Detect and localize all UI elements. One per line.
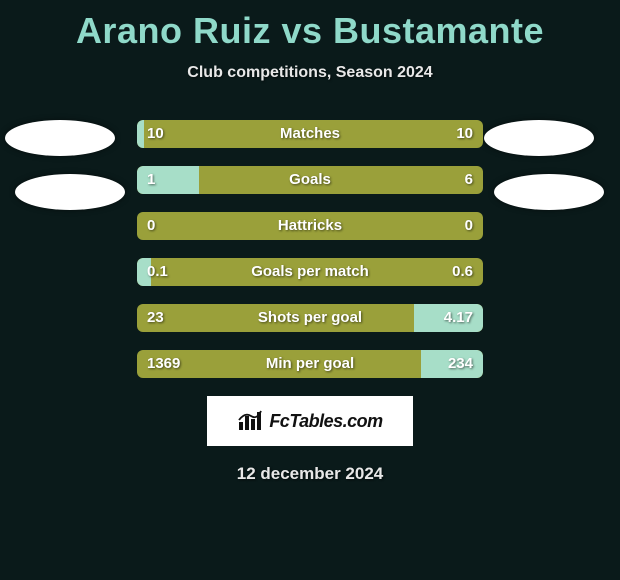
subtitle: Club competitions, Season 2024: [0, 64, 620, 82]
stat-row-hattricks: 0 Hattricks 0: [137, 212, 483, 240]
stat-label: Min per goal: [137, 350, 483, 378]
stat-row-shots-per-goal: 23 Shots per goal 4.17: [137, 304, 483, 332]
player-badge-left-1: [5, 120, 115, 156]
stat-row-goals: 1 Goals 6: [137, 166, 483, 194]
player-badge-left-2: [15, 174, 125, 210]
date-label: 12 december 2024: [0, 464, 620, 484]
stat-row-matches: 10 Matches 10: [137, 120, 483, 148]
player-badge-right-1: [484, 120, 594, 156]
stat-row-min-per-goal: 1369 Min per goal 234: [137, 350, 483, 378]
logo-text: FcTables.com: [269, 411, 382, 432]
stat-right-value: 4.17: [444, 304, 473, 332]
stat-right-value: 6: [465, 166, 473, 194]
stat-label: Goals: [137, 166, 483, 194]
chart-icon: [237, 410, 263, 432]
stat-label: Matches: [137, 120, 483, 148]
fctables-logo[interactable]: FcTables.com: [207, 396, 413, 446]
stat-label: Shots per goal: [137, 304, 483, 332]
page-title: Arano Ruiz vs Bustamante: [0, 0, 620, 52]
stat-label: Hattricks: [137, 212, 483, 240]
stat-right-value: 234: [448, 350, 473, 378]
stats-area: 10 Matches 10 1 Goals 6 0 Hattricks 0 0.…: [0, 120, 620, 378]
player-badge-right-2: [494, 174, 604, 210]
stat-row-goals-per-match: 0.1 Goals per match 0.6: [137, 258, 483, 286]
stat-label: Goals per match: [137, 258, 483, 286]
stat-right-value: 0: [465, 212, 473, 240]
stat-right-value: 10: [456, 120, 473, 148]
stat-right-value: 0.6: [452, 258, 473, 286]
